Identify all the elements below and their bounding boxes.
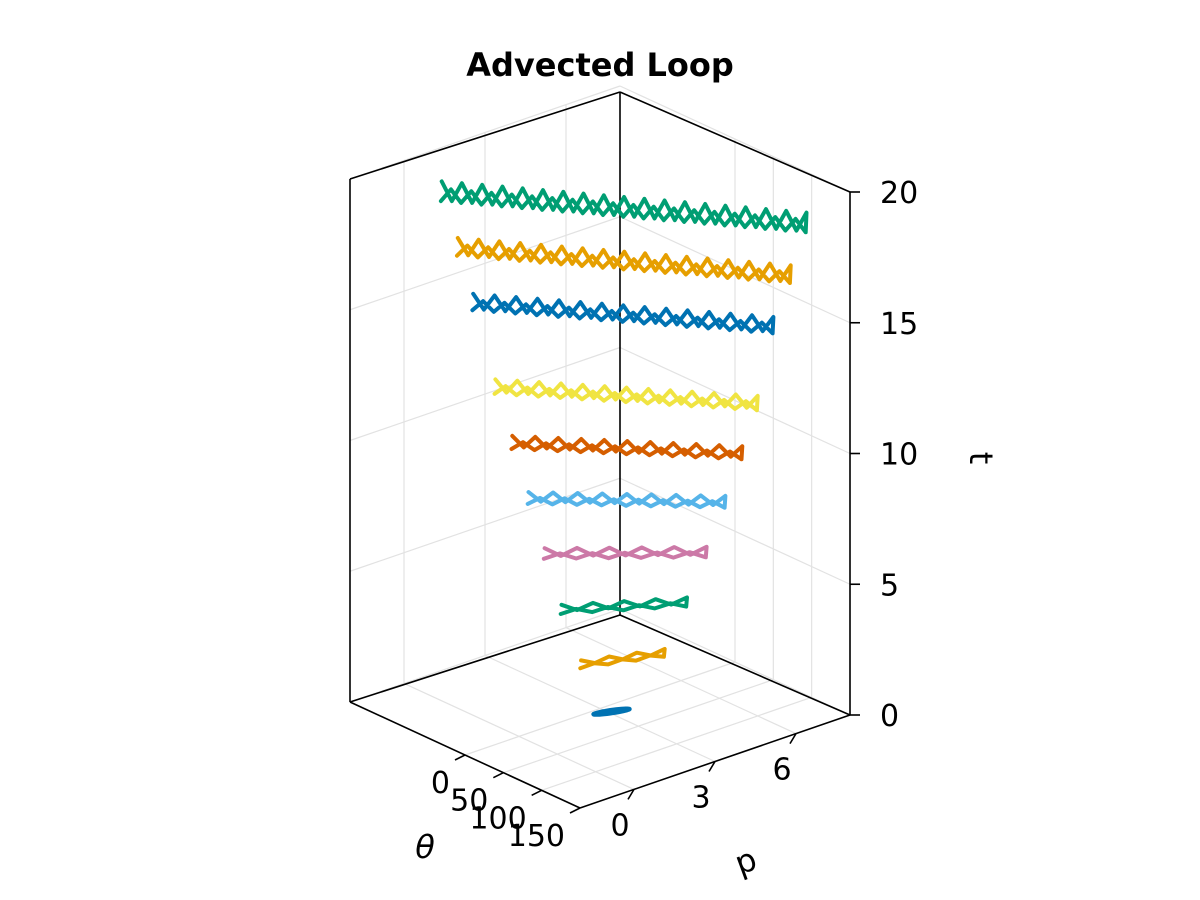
grid-line-back-left-t xyxy=(349,216,621,311)
grid-line-back-right-t xyxy=(619,477,851,585)
z-tick-label: 0 xyxy=(880,699,899,734)
grid-line-back-left-t xyxy=(349,85,621,180)
axis-edge xyxy=(349,91,621,180)
series-loop-t12 xyxy=(492,377,760,413)
x-axis-label: θ xyxy=(415,828,435,866)
series-loop-t15 xyxy=(470,291,776,336)
z-tick-label: 15 xyxy=(880,307,918,342)
chart-title: Advected Loop xyxy=(466,46,734,84)
x-tick-label: 150 xyxy=(508,819,565,854)
y-tick-mark xyxy=(789,733,797,745)
grid-line-floor-p xyxy=(403,682,635,790)
y-axis-label: p xyxy=(730,840,762,883)
series-loop-t6 xyxy=(541,544,709,561)
y-tick-label: 6 xyxy=(772,753,791,788)
z-tick-label: 10 xyxy=(880,438,918,473)
series-loop-t10 xyxy=(509,433,745,462)
y-tick-label: 3 xyxy=(691,781,710,816)
z-axis-label: t xyxy=(962,452,1000,465)
grid-line-back-right-t xyxy=(619,85,851,193)
series-loop-t19 xyxy=(438,179,809,235)
x-tick-mark xyxy=(531,789,543,797)
series-loop-t2 xyxy=(578,646,667,671)
series-group xyxy=(438,179,809,717)
axis-edge xyxy=(349,614,621,703)
x-tick-label: 100 xyxy=(469,801,526,836)
grid-line-back-left-t xyxy=(349,346,621,442)
series-loop-t0 xyxy=(591,706,632,717)
grid xyxy=(349,85,851,809)
x-tick-label: 0 xyxy=(431,766,450,801)
axis-edge xyxy=(619,91,851,193)
z-tick-label: 20 xyxy=(880,176,918,211)
series-loop-t4 xyxy=(558,595,689,616)
grid-line-floor-p xyxy=(565,627,797,735)
axis-edge xyxy=(619,614,851,716)
y-tick-label: 0 xyxy=(610,808,629,843)
grid-line-floor-p xyxy=(484,654,716,763)
y-tick-mark xyxy=(708,761,716,772)
x-tick-mark xyxy=(454,754,466,761)
x-tick-mark xyxy=(569,807,581,814)
series-loop-t8 xyxy=(525,490,728,510)
x-tick-label: 50 xyxy=(450,784,488,819)
grid-line-back-right-t xyxy=(619,346,851,455)
x-tick-mark xyxy=(492,771,504,779)
series-loop-t17 xyxy=(455,236,793,285)
y-tick-mark xyxy=(627,788,635,800)
z-tick-label: 5 xyxy=(880,568,899,603)
